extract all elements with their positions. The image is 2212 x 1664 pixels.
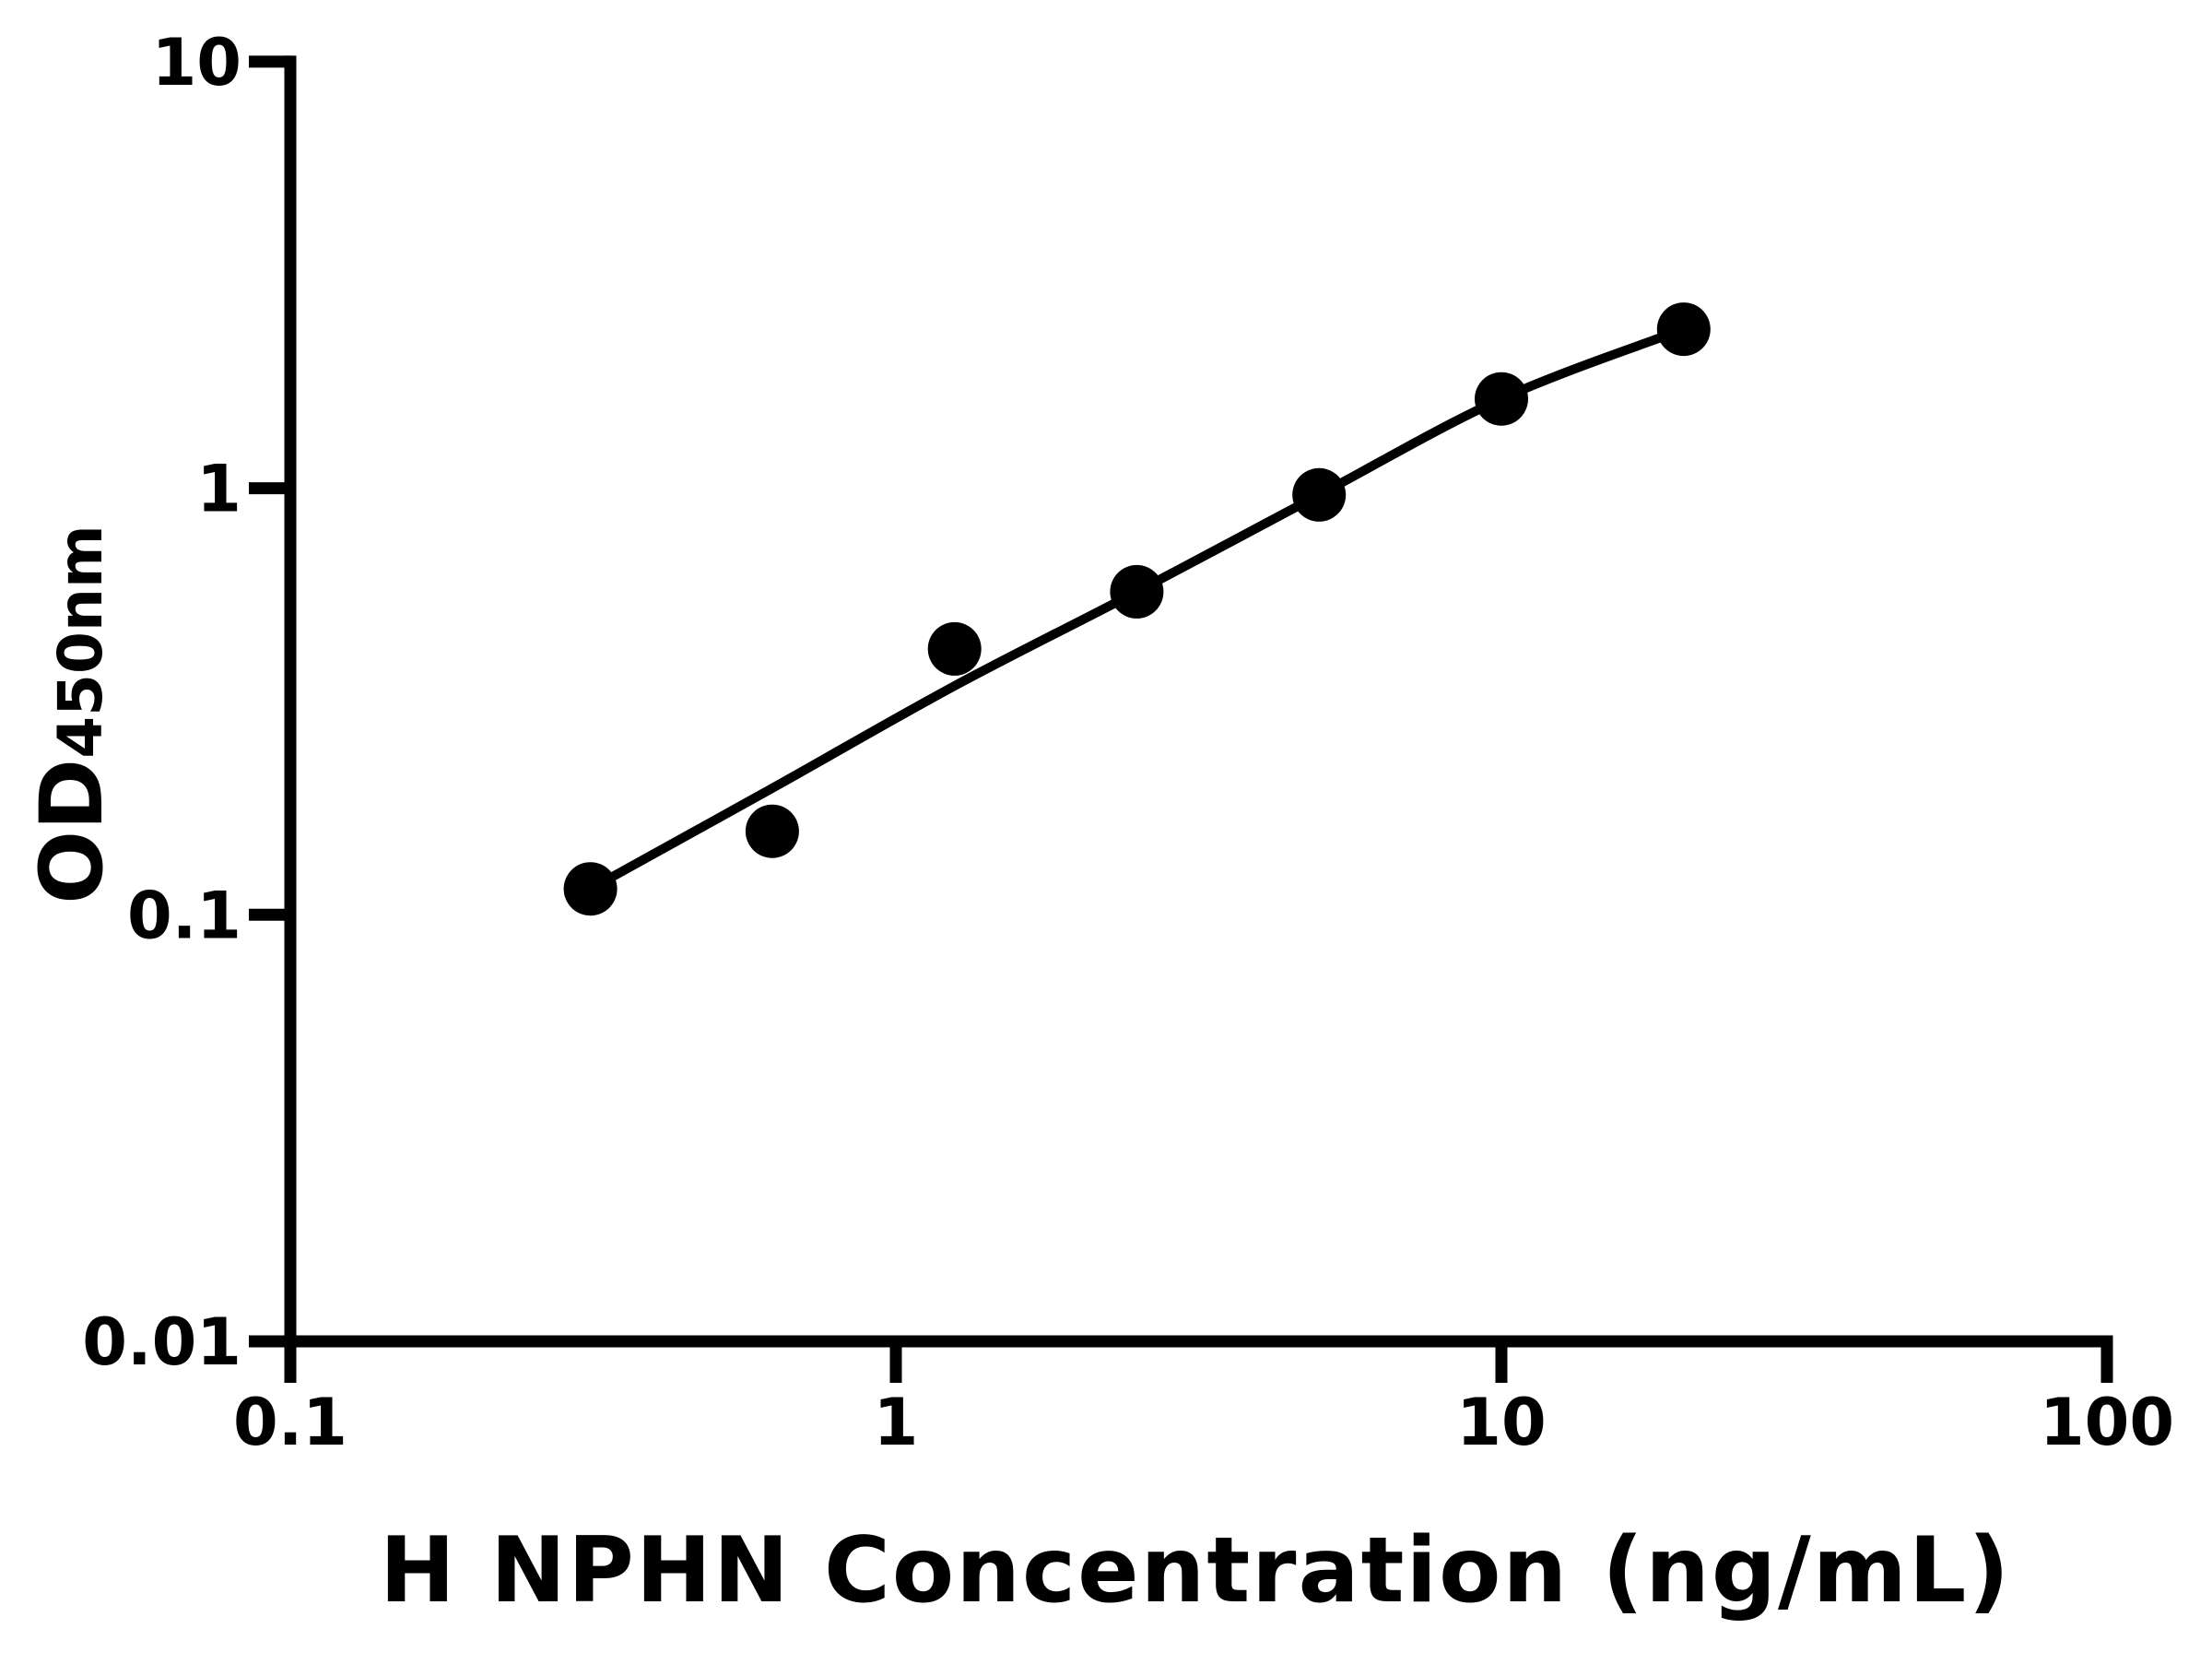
y-axis-title-main: OD (22, 759, 123, 904)
x-tick-label: 1 (874, 1385, 919, 1460)
y-tick-label: 1 (196, 452, 241, 527)
data-point (927, 621, 982, 676)
x-axis-title: H NPHN Concentration (ng/mL) (380, 1518, 2011, 1623)
data-point (563, 862, 618, 916)
axes (284, 55, 2113, 1348)
y-axis-title: OD450nm (22, 525, 123, 903)
data-point (1656, 302, 1711, 357)
y-tick-label: 0.01 (82, 1304, 241, 1380)
plot-area (563, 302, 1711, 916)
data-point (1292, 467, 1347, 522)
x-tick-label: 100 (2040, 1385, 2174, 1460)
y-axis-title-sub: 450nm (45, 525, 116, 759)
data-point (745, 804, 799, 858)
x-tick-label: 10 (1456, 1385, 1546, 1460)
data-point (1110, 564, 1164, 619)
data-point (1475, 372, 1528, 426)
x-tick-label: 0.1 (233, 1385, 347, 1460)
y-tick-label: 10 (152, 25, 241, 100)
y-tick-label: 0.1 (127, 878, 241, 953)
axis-ticks (249, 55, 2113, 1383)
